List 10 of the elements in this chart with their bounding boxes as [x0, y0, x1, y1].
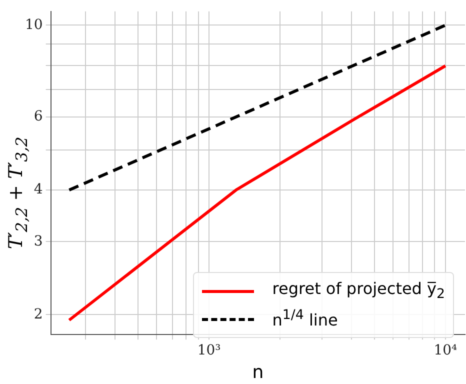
legend-label: n$^{1/4}$ line: [272, 308, 338, 330]
y-tick-label: 10: [24, 16, 43, 33]
y-tick-label: 4: [34, 182, 43, 198]
y-tick-label: 6: [34, 108, 43, 125]
y-tick-label: 3: [34, 233, 43, 250]
x-axis-title: n: [252, 362, 264, 383]
y-tick-label: 2: [34, 306, 43, 322]
x-tick-label: 10³: [197, 342, 221, 359]
legend-label: regret of projected y̅$_{2}$: [272, 279, 445, 303]
x-tick-label: 10⁴: [434, 342, 458, 359]
